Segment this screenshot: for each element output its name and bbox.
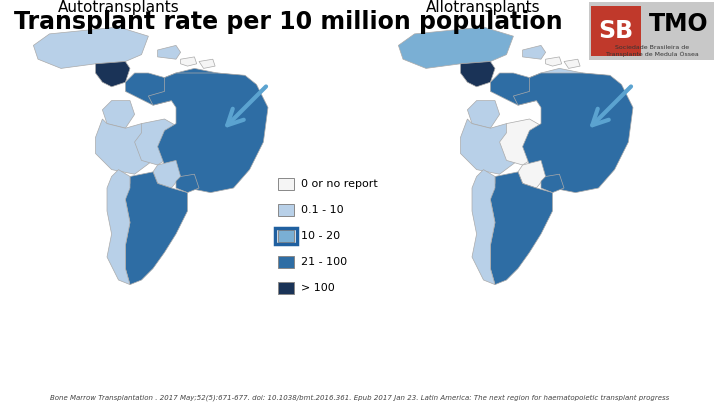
- Polygon shape: [461, 119, 523, 174]
- Text: 21 - 100: 21 - 100: [301, 257, 347, 267]
- Polygon shape: [96, 119, 158, 174]
- Polygon shape: [125, 73, 181, 105]
- Text: > 100: > 100: [301, 283, 335, 293]
- Polygon shape: [153, 160, 181, 188]
- Text: 10 - 20: 10 - 20: [301, 231, 340, 241]
- Text: SB: SB: [598, 19, 634, 43]
- Polygon shape: [148, 73, 268, 193]
- Bar: [278, 230, 294, 242]
- Polygon shape: [176, 174, 199, 193]
- Text: Sociedade Brasileira de: Sociedade Brasileira de: [615, 45, 689, 50]
- Polygon shape: [564, 59, 580, 68]
- Polygon shape: [199, 59, 215, 68]
- Polygon shape: [461, 62, 495, 87]
- Polygon shape: [490, 172, 552, 285]
- Polygon shape: [181, 57, 197, 66]
- Text: 0.1 - 10: 0.1 - 10: [301, 205, 343, 215]
- Polygon shape: [467, 100, 500, 128]
- Polygon shape: [523, 45, 546, 59]
- Bar: [278, 256, 294, 268]
- Polygon shape: [176, 68, 227, 100]
- Polygon shape: [135, 119, 181, 165]
- Polygon shape: [500, 119, 546, 165]
- Polygon shape: [125, 172, 187, 285]
- Polygon shape: [490, 73, 546, 105]
- Text: Allotransplants: Allotransplants: [426, 0, 541, 15]
- Text: Bone Marrow Transplantation . 2017 May;52(5):671-677. doi: 10.1038/bmt.2016.361.: Bone Marrow Transplantation . 2017 May;5…: [50, 394, 670, 401]
- Polygon shape: [158, 45, 181, 59]
- Polygon shape: [96, 62, 130, 87]
- Polygon shape: [472, 170, 495, 285]
- Polygon shape: [546, 57, 562, 66]
- Polygon shape: [398, 27, 513, 68]
- Polygon shape: [107, 170, 130, 285]
- Bar: [278, 204, 294, 216]
- Polygon shape: [102, 100, 135, 128]
- Bar: [591, 6, 641, 56]
- Polygon shape: [518, 160, 546, 188]
- Polygon shape: [33, 27, 148, 68]
- Text: Transplante de Medula Óssea: Transplante de Medula Óssea: [606, 51, 698, 57]
- Bar: [278, 178, 294, 190]
- Polygon shape: [541, 174, 564, 193]
- Text: Autotransplants: Autotransplants: [58, 0, 179, 15]
- Text: TMO: TMO: [649, 12, 708, 36]
- Polygon shape: [513, 73, 633, 193]
- Polygon shape: [217, 73, 250, 96]
- Polygon shape: [582, 73, 615, 96]
- Bar: [589, 2, 714, 60]
- Text: 0 or no report: 0 or no report: [301, 179, 378, 189]
- Polygon shape: [541, 68, 592, 100]
- Text: Transplant rate per 10 million population: Transplant rate per 10 million populatio…: [14, 10, 562, 34]
- Bar: [278, 282, 294, 294]
